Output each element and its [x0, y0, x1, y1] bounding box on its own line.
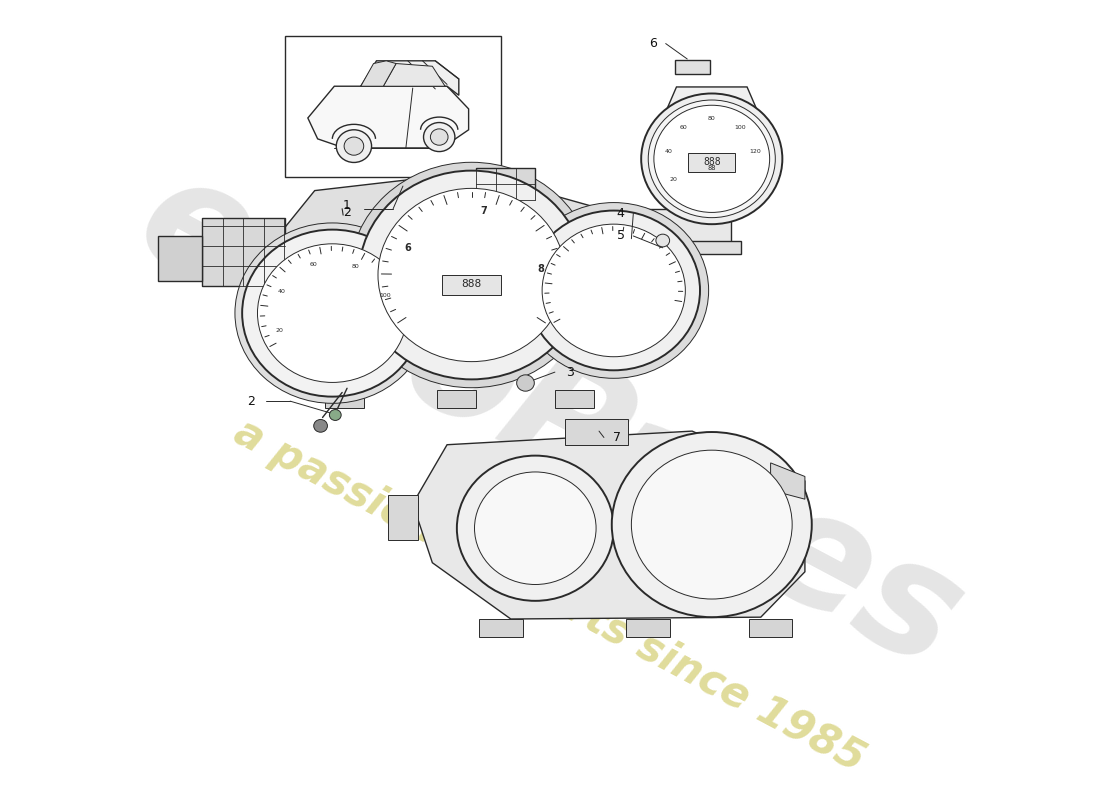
Polygon shape — [157, 236, 202, 282]
Circle shape — [641, 94, 782, 224]
Text: 100: 100 — [379, 293, 390, 298]
Polygon shape — [324, 390, 364, 409]
Polygon shape — [361, 61, 459, 95]
Polygon shape — [476, 168, 536, 200]
Polygon shape — [648, 87, 776, 169]
Circle shape — [474, 472, 596, 585]
Text: 60: 60 — [309, 262, 317, 267]
Polygon shape — [412, 431, 805, 619]
Circle shape — [235, 223, 430, 403]
Text: a passion for parts since 1985: a passion for parts since 1985 — [228, 410, 872, 780]
Text: 80: 80 — [352, 264, 360, 269]
Bar — [674, 60, 710, 74]
Polygon shape — [627, 619, 670, 637]
Polygon shape — [361, 61, 396, 86]
Text: 2: 2 — [343, 206, 351, 219]
Text: 20: 20 — [670, 177, 678, 182]
Text: 3: 3 — [565, 366, 573, 378]
Text: 100: 100 — [734, 126, 746, 130]
Circle shape — [329, 410, 341, 421]
Text: 5: 5 — [617, 230, 625, 242]
Circle shape — [350, 162, 593, 388]
Circle shape — [528, 210, 700, 370]
Bar — [442, 275, 501, 295]
Text: 40: 40 — [277, 289, 286, 294]
Polygon shape — [388, 494, 418, 540]
Circle shape — [542, 224, 685, 357]
Text: 1: 1 — [343, 198, 351, 212]
Text: 8: 8 — [538, 264, 544, 274]
Polygon shape — [638, 209, 732, 250]
Polygon shape — [749, 619, 792, 637]
Polygon shape — [480, 619, 522, 637]
Polygon shape — [564, 419, 628, 445]
Text: 80: 80 — [708, 116, 716, 121]
Text: 4: 4 — [617, 206, 625, 220]
Circle shape — [337, 130, 372, 162]
Circle shape — [456, 456, 614, 601]
Polygon shape — [202, 218, 285, 286]
Text: 88: 88 — [707, 165, 716, 171]
Text: 7: 7 — [613, 431, 620, 444]
Text: 60: 60 — [680, 126, 688, 130]
Text: 888: 888 — [703, 157, 720, 166]
Bar — [285, 36, 500, 177]
Circle shape — [656, 234, 670, 247]
Text: 40: 40 — [664, 150, 672, 154]
Circle shape — [517, 375, 535, 391]
Text: 888: 888 — [461, 279, 482, 289]
Circle shape — [344, 137, 364, 155]
Text: 6: 6 — [405, 242, 411, 253]
Circle shape — [257, 244, 407, 382]
Circle shape — [653, 106, 770, 213]
Circle shape — [242, 230, 422, 397]
Circle shape — [378, 188, 565, 362]
Circle shape — [424, 122, 455, 151]
Text: euroPares: euroPares — [113, 140, 987, 702]
Text: 20: 20 — [276, 328, 284, 334]
Polygon shape — [308, 86, 469, 148]
Polygon shape — [271, 173, 648, 268]
Circle shape — [359, 170, 584, 379]
Circle shape — [314, 419, 328, 432]
Text: 2: 2 — [248, 394, 255, 408]
Circle shape — [648, 100, 776, 218]
Circle shape — [612, 432, 812, 617]
Text: 120: 120 — [749, 150, 761, 154]
Text: 6: 6 — [649, 37, 657, 50]
Polygon shape — [624, 241, 741, 254]
Circle shape — [519, 202, 708, 378]
Polygon shape — [771, 463, 805, 499]
Polygon shape — [383, 63, 446, 86]
Bar — [689, 154, 735, 171]
Circle shape — [430, 129, 448, 146]
Circle shape — [631, 450, 792, 599]
Polygon shape — [554, 390, 594, 409]
Polygon shape — [438, 390, 476, 409]
Text: 7: 7 — [481, 206, 487, 216]
